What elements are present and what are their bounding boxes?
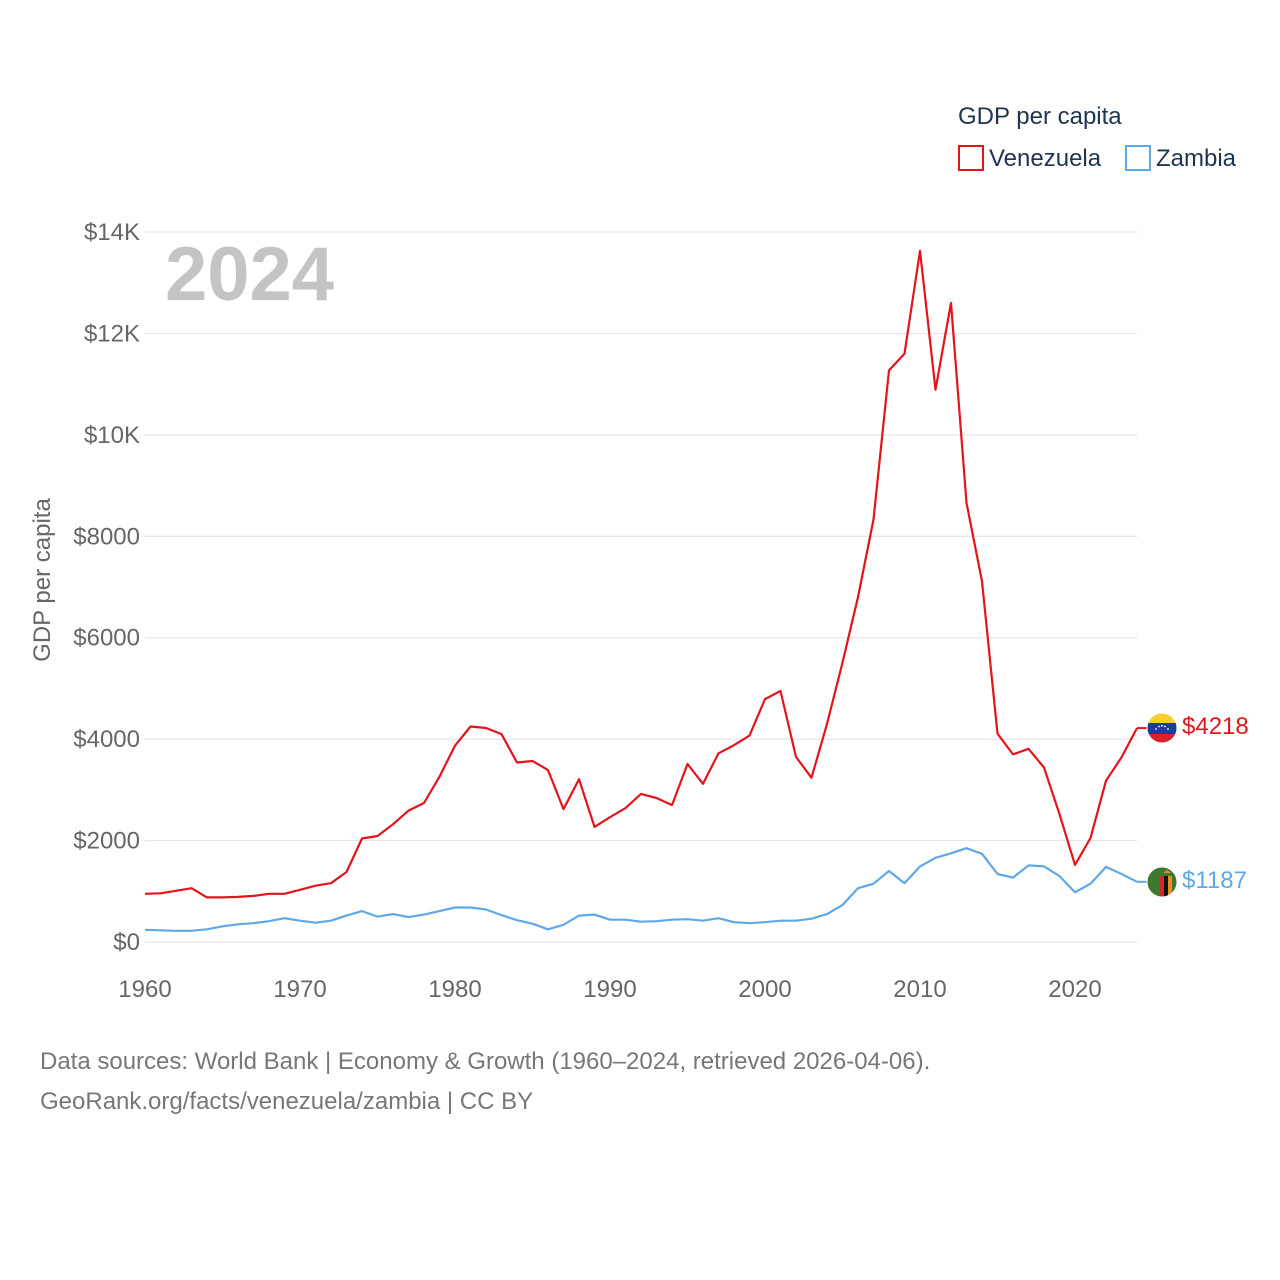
x-tick-label: 1960 bbox=[118, 976, 171, 1003]
y-tick-label: $0 bbox=[113, 929, 140, 956]
zambia-flag-icon bbox=[1146, 866, 1178, 898]
x-tick-label: 2000 bbox=[738, 976, 791, 1003]
y-tick-label: $8000 bbox=[73, 523, 140, 550]
y-axis-label: GDP per capita bbox=[29, 498, 56, 662]
venezuela-end-value: $4218 bbox=[1182, 713, 1249, 740]
footer-sources: Data sources: World Bank | Economy & Gro… bbox=[40, 1042, 930, 1122]
venezuela-flag-icon bbox=[1146, 712, 1178, 744]
footer-line-link[interactable]: GeoRank.org/facts/venezuela/zambia | CC … bbox=[40, 1088, 534, 1115]
x-tick-label: 2010 bbox=[893, 976, 946, 1003]
legend-swatch-zambia[interactable] bbox=[1125, 145, 1151, 171]
legend-label-venezuela[interactable]: Venezuela bbox=[989, 145, 1102, 172]
y-tick-label: $4000 bbox=[73, 726, 140, 753]
x-tick-label: 1980 bbox=[428, 976, 481, 1003]
series-lines bbox=[144, 249, 1147, 932]
zambia-end-value: $1187 bbox=[1182, 867, 1247, 894]
legend-label-zambia[interactable]: Zambia bbox=[1156, 145, 1237, 172]
y-tick-label: $10K bbox=[84, 422, 140, 449]
y-axis-ticks: $0 $2000 $4000 $6000 $8000 $10K $12K $14K bbox=[73, 219, 140, 956]
series-line-zambia[interactable] bbox=[144, 847, 1138, 932]
y-tick-label: $2000 bbox=[73, 828, 140, 855]
footer-line-sources: Data sources: World Bank | Economy & Gro… bbox=[40, 1048, 931, 1075]
x-axis-ticks: 1960 1970 1980 1990 2000 2010 2020 bbox=[118, 976, 1101, 1003]
x-tick-label: 1970 bbox=[273, 976, 326, 1003]
year-watermark: 2024 bbox=[165, 232, 334, 317]
legend-swatch-venezuela[interactable] bbox=[958, 145, 984, 171]
x-tick-label: 1990 bbox=[583, 976, 636, 1003]
series-line-venezuela[interactable] bbox=[144, 249, 1138, 899]
gridlines bbox=[145, 231, 1137, 943]
y-tick-label: $12K bbox=[84, 320, 140, 347]
y-tick-label: $6000 bbox=[73, 625, 140, 652]
legend-title: GDP per capita bbox=[958, 103, 1122, 130]
x-tick-label: 2020 bbox=[1048, 976, 1101, 1003]
y-tick-label: $14K bbox=[84, 219, 140, 246]
legend[interactable]: GDP per capita Venezuela Zambia bbox=[958, 103, 1237, 172]
